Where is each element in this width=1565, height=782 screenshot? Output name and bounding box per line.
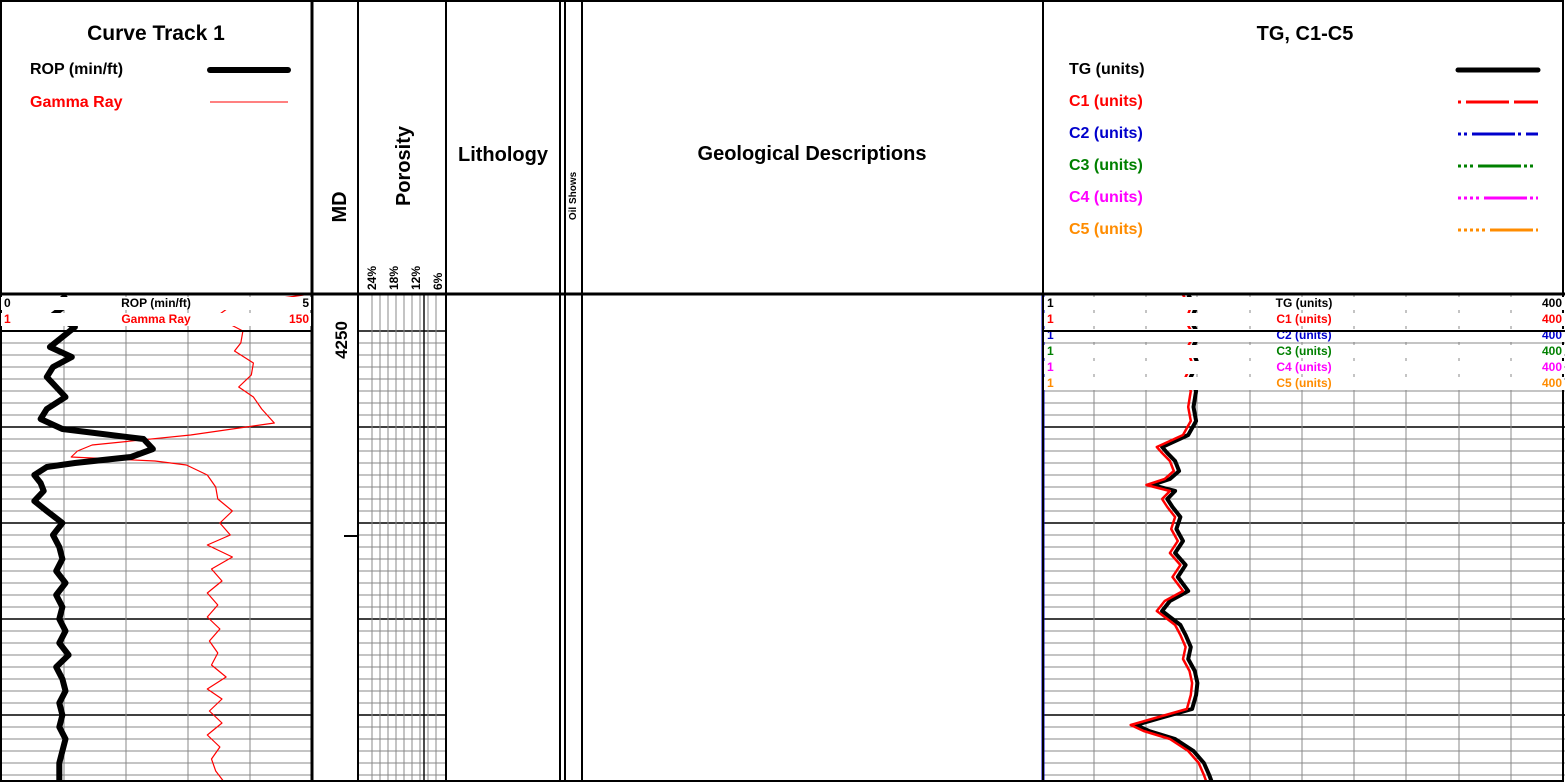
porosity-tick-label: 18% — [387, 266, 401, 290]
scale-row-bg — [1044, 313, 1564, 326]
scale-row-bg — [1, 313, 311, 326]
scale-label: TG (units) — [1276, 296, 1333, 310]
scale-label: ROP (min/ft) — [121, 296, 191, 310]
md-depth-label: 4250 — [332, 321, 351, 359]
md-track-title: MD — [329, 191, 351, 222]
scale-label: C1 (units) — [1276, 312, 1331, 326]
log-curves — [31, 293, 1214, 782]
scale-min: 1 — [1047, 344, 1054, 358]
scale-row-bg — [1044, 297, 1564, 310]
scale-min: 0 — [4, 296, 11, 310]
scale-row-bg — [1044, 345, 1564, 358]
gas-legend-label: C1 (units) — [1069, 93, 1143, 110]
scale-max: 400 — [1542, 376, 1562, 390]
oil-shows-track-title: Oil Shows — [568, 171, 579, 220]
scale-max: 400 — [1542, 360, 1562, 374]
gamma-legend-label: Gamma Ray — [30, 94, 123, 111]
scale-label: Gamma Ray — [121, 312, 191, 326]
porosity-tick-label: 12% — [409, 266, 423, 290]
scale-max: 150 — [289, 312, 309, 326]
scale-rows: 0 ROP (min/ft) 5 1 Gamma Ray 150 1 TG (units) 40… — [0, 296, 1565, 390]
scale-min: 1 — [1047, 312, 1054, 326]
scale-max: 400 — [1542, 312, 1562, 326]
scale-max: 400 — [1542, 296, 1562, 310]
scale-max: 400 — [1542, 344, 1562, 358]
scale-min: 1 — [1047, 328, 1054, 342]
gas-legend-label: C3 (units) — [1069, 157, 1143, 174]
scale-row-bg — [1, 297, 311, 310]
c1-curve — [1129, 294, 1208, 782]
gas-track-title: TG, C1-C5 — [1257, 23, 1354, 45]
porosity-tick-label: 24% — [365, 266, 379, 290]
geological-descriptions-title: Geological Descriptions — [698, 143, 927, 165]
porosity-track-title: Porosity — [393, 125, 415, 206]
gas-legend-label: C5 (units) — [1069, 221, 1143, 238]
scale-max: 5 — [302, 296, 309, 310]
tg-curve — [1133, 293, 1214, 782]
scale-label: C3 (units) — [1276, 344, 1331, 358]
gas-legend-label: C2 (units) — [1069, 125, 1143, 142]
scale-min: 1 — [1047, 376, 1054, 390]
gas-legend: TG (units) C1 (units) C2 (units) C3 (units)… — [1069, 61, 1541, 238]
scale-min: 1 — [1047, 360, 1054, 374]
scale-min: 1 — [1047, 296, 1054, 310]
scale-row-bg — [1044, 377, 1564, 390]
gamma-ray-curve — [70, 294, 304, 782]
gas-legend-label: TG (units) — [1069, 61, 1145, 78]
scale-label: C5 (units) — [1276, 376, 1331, 390]
porosity-tick-label: 6% — [431, 272, 445, 290]
scale-row-bg — [1044, 329, 1564, 342]
rop-legend-label: ROP (min/ft) — [30, 61, 123, 78]
curve-track-title: Curve Track 1 — [87, 22, 225, 45]
scale-min: 1 — [4, 312, 11, 326]
rop-curve — [31, 293, 156, 782]
gas-legend-label: C4 (units) — [1069, 189, 1143, 206]
scale-label: C4 (units) — [1276, 360, 1331, 374]
lithology-track-title: Lithology — [458, 144, 549, 166]
scale-row-bg — [1044, 361, 1564, 374]
